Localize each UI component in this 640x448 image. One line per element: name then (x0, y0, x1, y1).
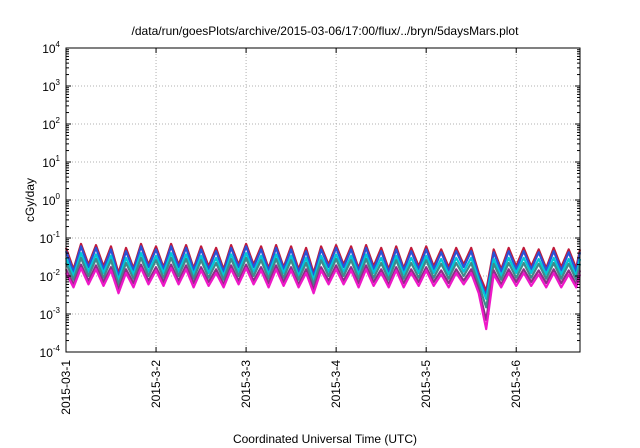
y-tick-label: 101 (42, 154, 60, 170)
series-line-2 (64, 245, 582, 297)
series-line-3 (64, 252, 582, 300)
x-tick-label: 2015-3-5 (419, 360, 433, 408)
series-line-6 (65, 267, 582, 331)
y-tick-mantissa: 10 (42, 80, 56, 94)
y-axis-title: cGy/day (23, 178, 37, 222)
y-tick-exponent: 0 (56, 192, 61, 201)
x-tick-label: 2015-03-1 (59, 360, 73, 415)
y-tick-label: 102 (42, 116, 60, 132)
y-tick-mantissa: 10 (42, 156, 56, 170)
y-tick-mantissa: 10 (40, 232, 54, 246)
series-line-5 (65, 263, 582, 321)
y-tick-mantissa: 10 (40, 308, 54, 322)
y-tick-label: 10-4 (40, 344, 61, 360)
y-tick-exponent: -2 (53, 268, 61, 277)
y-tick-exponent: -4 (53, 344, 61, 353)
y-tick-mantissa: 10 (40, 270, 54, 284)
y-tick-label: 10-2 (40, 268, 61, 284)
y-tick-exponent: 4 (56, 40, 61, 49)
chart-title: /data/run/goesPlots/archive/2015-03-06/1… (132, 24, 520, 38)
y-tick-mantissa: 10 (40, 346, 54, 360)
y-tick-exponent: -1 (53, 230, 61, 239)
series-line-4 (64, 256, 582, 309)
y-tick-label: 104 (42, 40, 60, 56)
x-tick-label: 2015-3-6 (509, 360, 523, 408)
y-tick-mantissa: 10 (42, 118, 56, 132)
y-tick-mantissa: 10 (42, 42, 56, 56)
y-tick-mantissa: 10 (42, 194, 56, 208)
series-layer (64, 242, 582, 331)
y-tick-exponent: 2 (56, 116, 61, 125)
x-axis-title: Coordinated Universal Time (UTC) (233, 432, 417, 446)
x-tick-label: 2015-3-4 (329, 360, 343, 408)
y-tick-exponent: 3 (56, 78, 61, 87)
x-tick-label: 2015-3-3 (239, 360, 253, 408)
x-tick-label: 2015-3-2 (149, 360, 163, 408)
y-tick-exponent: 1 (56, 154, 61, 163)
y-tick-label: 10-1 (40, 230, 61, 246)
y-tick-label: 103 (42, 78, 60, 94)
y-tick-exponent: -3 (53, 306, 61, 315)
y-tick-label: 100 (42, 192, 60, 208)
x-axis: 2015-03-1 2015-3-2 2015-3-3 2015-3-4 2015-3-… (59, 48, 523, 415)
y-tick-label: 10-3 (40, 306, 61, 322)
